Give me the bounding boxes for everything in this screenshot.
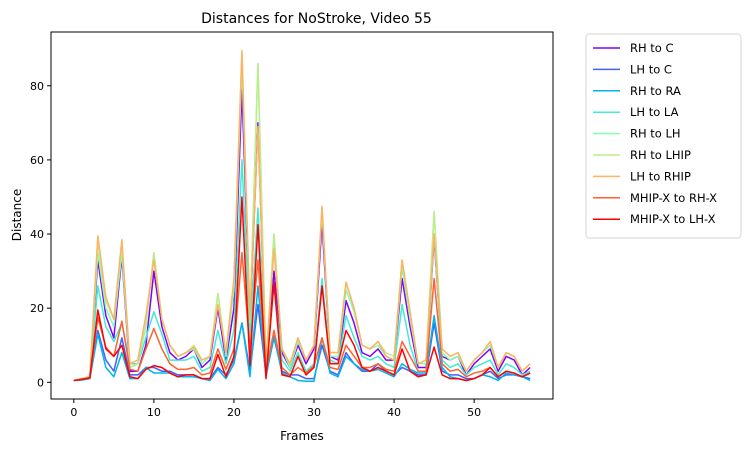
y-tick-label: 20 <box>30 302 44 315</box>
y-tick-label: 0 <box>37 376 44 389</box>
legend-label: LH to RHIP <box>630 169 691 183</box>
series-line-8 <box>73 251 531 382</box>
plot-frame <box>50 31 554 400</box>
legend-label: LH to C <box>630 62 672 76</box>
series-line-3 <box>73 285 531 382</box>
x-tick-label: 30 <box>307 406 321 419</box>
y-tick-label: 60 <box>30 154 44 167</box>
x-tick-label: 0 <box>70 406 77 419</box>
legend-label: MHIP-X to LH-X <box>630 212 716 226</box>
series-line-9 <box>73 196 531 382</box>
legend-label: RH to LH <box>630 127 681 141</box>
legend-label: RH to LHIP <box>630 148 691 162</box>
series-line-4 <box>73 159 531 382</box>
y-tick-label: 80 <box>30 80 44 93</box>
legend: RH to C LH to C RH to RA LH to LA RH to LH RH… <box>585 33 742 239</box>
legend-label: RH to RA <box>630 84 681 98</box>
y-axis-label: Distance <box>10 189 24 241</box>
plot-lines <box>73 49 531 382</box>
legend-label: RH to C <box>630 41 674 55</box>
x-tick-label: 40 <box>387 406 401 419</box>
legend-label: MHIP-X to RH-X <box>630 191 717 205</box>
y-tick-label: 40 <box>30 228 44 241</box>
x-tick-label: 10 <box>147 406 161 419</box>
y-axis: 0 20 40 60 80 <box>30 80 51 389</box>
x-axis-label: Frames <box>280 429 324 443</box>
legend-items: RH to C LH to C RH to RA LH to LA RH to LH RH… <box>593 41 717 226</box>
series-line-6 <box>73 51 531 382</box>
x-tick-label: 50 <box>467 406 481 419</box>
x-tick-label: 20 <box>227 406 241 419</box>
series-line-7 <box>73 49 531 382</box>
legend-frame <box>585 33 742 239</box>
x-axis: 0 10 20 30 40 50 <box>70 399 481 419</box>
legend-label: LH to LA <box>630 105 679 119</box>
chart-title: Distances for NoStroke, Video 55 <box>201 11 432 27</box>
